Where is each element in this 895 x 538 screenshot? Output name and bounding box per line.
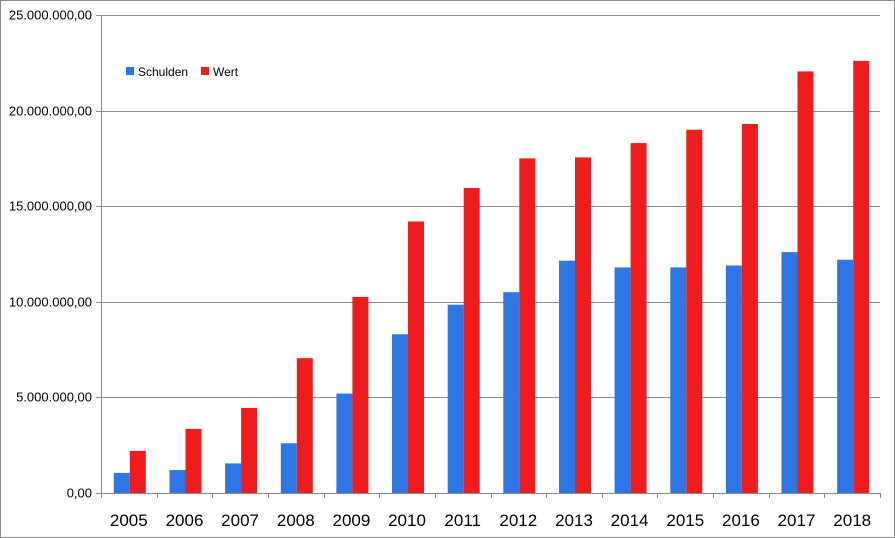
bar-wert-2015: [686, 129, 703, 493]
xtick-label-2010: 2010: [388, 511, 426, 530]
bar-schulden-2011: [447, 304, 464, 493]
bar-wert-2006: [185, 428, 202, 493]
bar-schulden-2010: [392, 334, 408, 493]
bar-schulden-2016: [725, 265, 742, 493]
bar-wert-2013: [575, 157, 591, 493]
bar-wert-2008: [296, 358, 313, 493]
bar-wert-2016: [741, 124, 758, 493]
bar-wert-2007: [241, 407, 258, 493]
xtick-label-2008: 2008: [277, 511, 315, 530]
xtick-label-2017: 2017: [778, 511, 816, 530]
bar-wert-2018: [853, 60, 870, 494]
bar-schulden-2018: [837, 259, 854, 493]
xtick-label-2006: 2006: [166, 511, 204, 530]
ytick-label-0: 0,00: [67, 486, 92, 501]
bar-wert-2009: [352, 297, 369, 493]
bar-schulden-2009: [336, 393, 353, 493]
ytick-label-4: 20.000.000,00: [9, 104, 92, 119]
bar-wert-2014: [630, 143, 647, 493]
legend-label-schulden: Schulden: [138, 65, 188, 79]
xtick-label-2007: 2007: [221, 511, 259, 530]
ytick-label-3: 15.000.000,00: [9, 199, 92, 214]
bar-schulden-2014: [614, 267, 631, 493]
bar-schulden-2012: [503, 292, 520, 493]
bar-schulden-2017: [781, 252, 798, 493]
bar-schulden-2013: [559, 260, 575, 493]
bar-wert-2017: [797, 71, 814, 494]
bar-wert-2010: [408, 221, 424, 493]
xtick-label-2014: 2014: [611, 511, 649, 530]
bar-schulden-2006: [169, 470, 186, 493]
legend-swatch-wert: [201, 67, 209, 75]
xtick-label-2015: 2015: [666, 511, 704, 530]
xtick-label-2012: 2012: [499, 511, 537, 530]
bar-wert-2005: [129, 450, 146, 493]
ytick-label-5: 25.000.000,00: [9, 8, 92, 23]
ytick-label-2: 10.000.000,00: [9, 295, 92, 310]
xtick-label-2016: 2016: [722, 511, 760, 530]
bar-schulden-2008: [280, 443, 297, 493]
ytick-label-1: 5.000.000,00: [16, 390, 92, 405]
bar-schulden-2007: [225, 463, 242, 493]
bar-schulden-2015: [670, 267, 687, 493]
bar-schulden-2005: [113, 472, 130, 493]
bar-wert-2011: [463, 188, 480, 493]
xtick-label-2013: 2013: [555, 511, 593, 530]
xtick-label-2018: 2018: [833, 511, 871, 530]
xtick-label-2009: 2009: [332, 511, 370, 530]
legend-swatch-schulden: [126, 67, 134, 75]
xtick-label-2011: 2011: [444, 511, 481, 530]
legend-label-wert: Wert: [213, 65, 239, 79]
xtick-label-2005: 2005: [110, 511, 148, 530]
bar-wert-2012: [519, 158, 536, 493]
